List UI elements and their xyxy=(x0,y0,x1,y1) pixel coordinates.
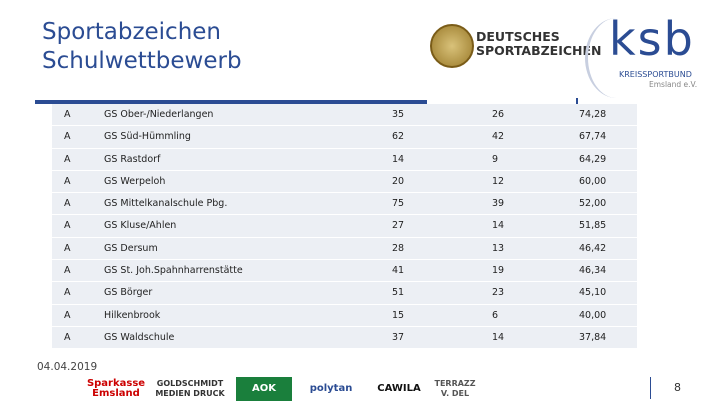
page-number: 8 xyxy=(674,381,681,394)
table-cell: 67,74 xyxy=(579,131,607,143)
table-cell: A xyxy=(64,287,71,299)
table-cell: 28 xyxy=(392,242,405,254)
table-cell: 35 xyxy=(392,109,405,120)
table-cell: 64,29 xyxy=(579,153,607,165)
table-cell: 51 xyxy=(392,287,405,299)
table-cell: 13 xyxy=(492,242,505,254)
logo-region: Emsland e.V. xyxy=(649,80,698,89)
table-cell: 15 xyxy=(392,309,405,321)
table-cell: GS St. Joh.Spahnharrenstätte xyxy=(104,265,243,277)
table-cell: 14 xyxy=(492,220,505,232)
table-cell: GS Ober-/Niederlangen xyxy=(104,109,214,120)
table-row: A GS Mittelkanalschule Pbg. 75 39 52,00 xyxy=(52,193,637,216)
table-cell: 42 xyxy=(492,131,505,143)
table-cell: A xyxy=(64,309,71,321)
table-row: A GS St. Joh.Spahnharrenstätte 41 19 46,34 xyxy=(52,260,637,283)
sponsor-logo: polytan xyxy=(309,383,353,394)
title-line: Schulwettbewerb xyxy=(42,48,242,74)
table-cell: 45,10 xyxy=(579,287,607,299)
table-cell: GS Süd-Hümmling xyxy=(104,131,191,143)
logo-arc xyxy=(585,18,648,98)
table-cell: A xyxy=(64,131,71,143)
table-cell: 60,00 xyxy=(579,175,607,187)
table-row: A GS Kluse/Ahlen 27 14 51,85 xyxy=(52,215,637,238)
table-cell: A xyxy=(64,242,71,254)
table-cell: A xyxy=(64,109,71,120)
date: 04.04.2019 xyxy=(37,361,98,373)
table-cell: A xyxy=(64,220,71,232)
logo-name: KREISSPORTBUND xyxy=(619,70,692,79)
logo-dsa: DEUTSCHES SPORTABZEICHEN xyxy=(430,24,602,70)
table-cell: 75 xyxy=(392,198,405,210)
table-cell: GS Dersum xyxy=(104,242,158,254)
table-cell: 46,34 xyxy=(579,265,607,277)
table-cell: 14 xyxy=(392,153,405,165)
logo-mark: ksb xyxy=(609,12,695,66)
table-cell: A xyxy=(64,265,71,277)
sponsor-logo: CAWILA xyxy=(377,383,421,394)
table-row: A Hilkenbrook 15 6 40,00 xyxy=(52,304,637,327)
page-rule xyxy=(650,377,651,399)
table-cell: GS Mittelkanalschule Pbg. xyxy=(104,198,228,210)
logo-text: SPORTABZEICHEN xyxy=(476,43,602,58)
logo-ksb: ksb KREISSPORTBUND Emsland e.V. xyxy=(585,12,720,98)
table-cell: 26 xyxy=(492,109,505,120)
table-cell: 46,42 xyxy=(579,242,607,254)
table-cell: 74,28 xyxy=(579,109,607,120)
results-table: A GS Ober-/Niederlangen 35 26 74,28 A GS Süd-H… xyxy=(52,104,637,350)
seal xyxy=(430,24,474,68)
table-cell: 19 xyxy=(492,265,505,277)
table-row: A GS Werpeloh 20 12 60,00 xyxy=(52,170,637,194)
table-cell: GS Rastdorf xyxy=(104,153,161,165)
table-cell: GS Börger xyxy=(104,287,153,299)
table-row: A GS Börger 51 23 45,10 xyxy=(52,282,637,305)
table-cell: 37 xyxy=(392,331,405,343)
title-line: Sportabzeichen xyxy=(42,19,222,45)
table-cell: 62 xyxy=(392,131,405,143)
table-row: A GS Rastdorf 14 9 64,29 xyxy=(52,148,637,171)
rule-tick xyxy=(576,98,578,104)
table-cell: 23 xyxy=(492,287,505,299)
table-cell: 40,00 xyxy=(579,309,607,321)
slide-title: Sportabzeichen Schulwettbewerb xyxy=(42,18,242,76)
table-row: A GS Waldschule 37 14 37,84 xyxy=(52,326,637,350)
sponsor-logo: Sparkasse Emsland xyxy=(86,378,146,399)
title-rule xyxy=(35,100,427,104)
table-cell: A xyxy=(64,198,71,210)
sponsor-logo: AOK xyxy=(236,377,292,401)
table-cell: 51,85 xyxy=(579,220,607,232)
table-cell: 52,00 xyxy=(579,198,607,210)
sponsor-logo: TERRAZZ V. DEL xyxy=(434,379,476,398)
table-row: A GS Süd-Hümmling 62 42 67,74 xyxy=(52,126,637,149)
table-row: A GS Dersum 28 13 46,42 xyxy=(52,237,637,261)
table-cell: GS Kluse/Ahlen xyxy=(104,220,177,232)
table-cell: GS Waldschule xyxy=(104,331,175,343)
table-cell: 20 xyxy=(392,175,405,187)
table-cell: 12 xyxy=(492,175,505,187)
logo-text: DEUTSCHES xyxy=(476,29,560,44)
table-cell: Hilkenbrook xyxy=(104,309,161,321)
table-cell: 6 xyxy=(492,309,499,321)
table-cell: 14 xyxy=(492,331,505,343)
table-cell: A xyxy=(64,153,71,165)
sponsor-logo: GOLDSCHMIDT MEDIEN DRUCK xyxy=(155,379,225,398)
table-cell: 41 xyxy=(392,265,405,277)
table-cell: GS Werpeloh xyxy=(104,175,166,187)
table-cell: A xyxy=(64,331,71,343)
table-cell: 39 xyxy=(492,198,505,210)
table-cell: 9 xyxy=(492,153,499,165)
table-cell: 27 xyxy=(392,220,405,232)
table-row: A GS Ober-/Niederlangen 35 26 74,28 xyxy=(52,104,637,127)
table-cell: 37,84 xyxy=(579,331,607,343)
table-cell: A xyxy=(64,175,71,187)
